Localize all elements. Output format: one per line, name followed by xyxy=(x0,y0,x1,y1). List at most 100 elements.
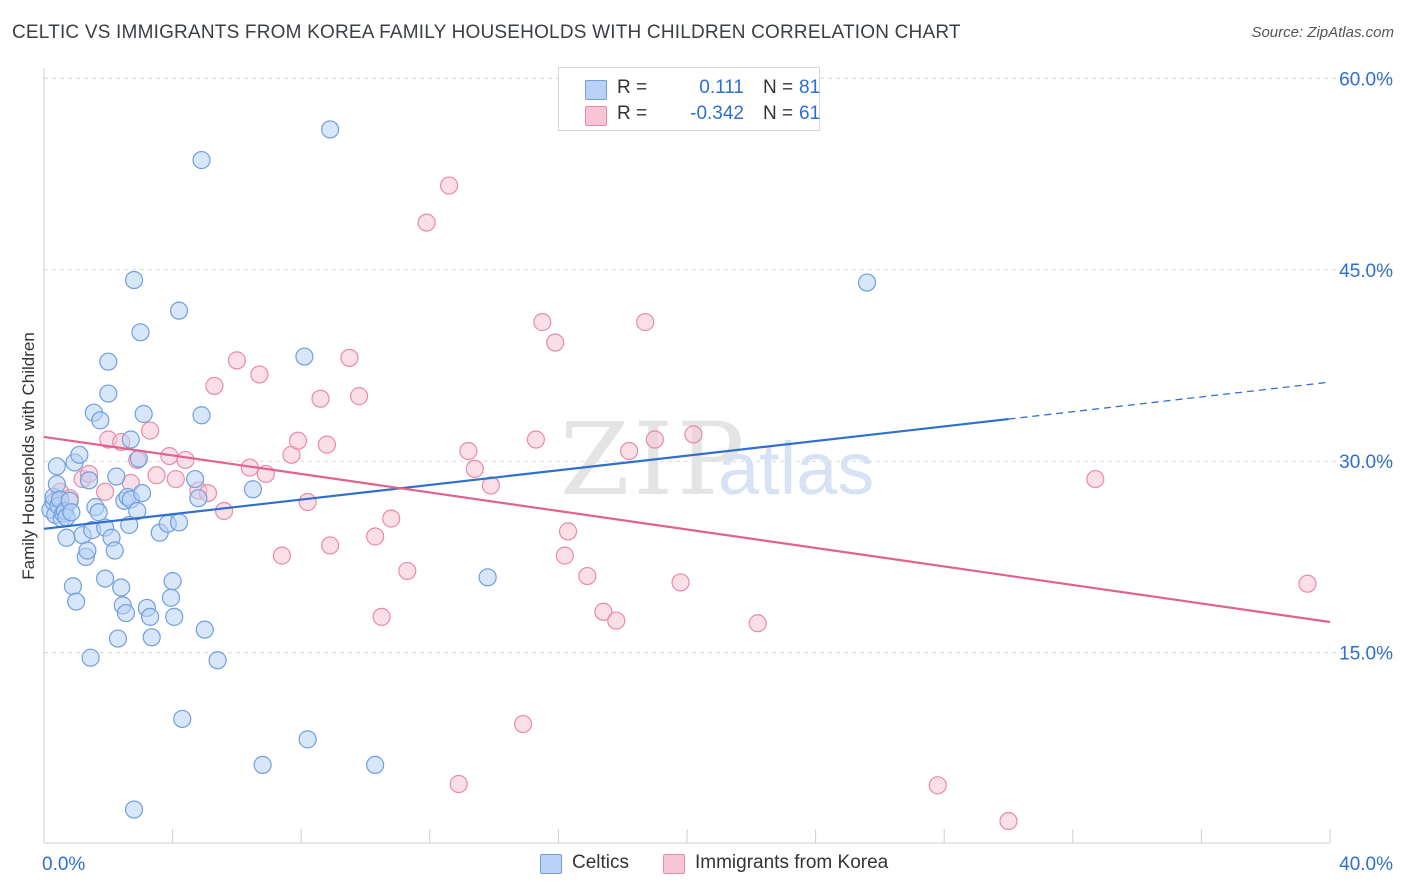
korea-point xyxy=(417,213,436,232)
korea-point xyxy=(272,546,292,565)
celtic-point xyxy=(47,457,66,476)
y-tick-label-45: 45.0% xyxy=(1339,261,1393,282)
korea-point xyxy=(999,811,1018,831)
celtic-point xyxy=(321,120,340,139)
celtic-point xyxy=(186,469,205,489)
korea-point xyxy=(311,389,330,408)
korea-point xyxy=(513,714,533,734)
trend-lines xyxy=(43,381,1331,624)
celtic-swatch xyxy=(585,80,607,100)
korea-point xyxy=(684,425,703,444)
korea-point xyxy=(398,561,417,581)
celtic-point xyxy=(124,270,144,290)
korea-trend-line xyxy=(43,435,1331,624)
korea-point xyxy=(645,430,664,449)
celtic-point xyxy=(112,578,131,597)
celtic-point xyxy=(99,352,118,371)
korea-point xyxy=(465,459,484,478)
n-label: N = xyxy=(763,77,794,98)
celtic-point xyxy=(89,503,108,522)
celtic-point xyxy=(105,541,124,560)
korea-point xyxy=(147,466,166,485)
celtic-point xyxy=(81,648,100,667)
n-label: N = xyxy=(763,103,794,124)
celtic-point xyxy=(857,273,877,292)
celtic-point xyxy=(478,568,497,587)
celtic-point xyxy=(99,384,118,403)
celtic-point xyxy=(165,607,184,626)
korea-point xyxy=(227,351,246,370)
celtic-point xyxy=(192,406,211,425)
korea-point xyxy=(526,430,545,449)
korea-point xyxy=(620,441,639,461)
korea-point xyxy=(382,509,401,528)
y-tick-label-60: 60.0% xyxy=(1339,69,1393,90)
korea-point xyxy=(459,441,478,461)
korea-point xyxy=(366,527,385,546)
gridlines xyxy=(44,77,1393,654)
y-tick-label-30: 30.0% xyxy=(1339,452,1393,473)
korea-point xyxy=(176,450,195,470)
korea-point xyxy=(748,614,767,633)
x-tick-max: 40.0% xyxy=(1339,854,1393,875)
y-tick-labels: 15.0% 30.0% 45.0% 60.0% xyxy=(1339,69,1393,664)
celtic-point xyxy=(62,503,81,522)
celtic-point xyxy=(134,404,153,424)
celtic-point xyxy=(142,628,161,647)
celtic-point xyxy=(47,475,66,494)
korea-point xyxy=(214,501,234,521)
celtic-point xyxy=(366,755,385,774)
celtic-point xyxy=(116,603,136,623)
r-label: R = xyxy=(617,103,648,124)
celtic-point xyxy=(195,620,214,639)
korea-point xyxy=(578,566,597,586)
celtic-point xyxy=(129,449,148,468)
celtic-point xyxy=(161,588,181,607)
celtic-points xyxy=(41,120,877,819)
celtic-trend-line xyxy=(43,417,1009,530)
korea-point xyxy=(349,387,369,406)
korea-point xyxy=(1298,574,1317,593)
celtic-trend-extension xyxy=(1008,381,1331,420)
korea-point xyxy=(95,482,115,501)
korea-point xyxy=(533,313,552,332)
celtics-swatch xyxy=(540,854,562,874)
celtic-point xyxy=(208,651,227,670)
korea-point xyxy=(636,313,655,332)
celtic-point xyxy=(108,629,128,648)
celtic-point xyxy=(120,515,139,535)
celtic-point xyxy=(163,572,182,591)
celtic-point xyxy=(70,445,89,464)
celtic-point xyxy=(124,800,144,819)
r-label: R = xyxy=(617,77,648,98)
celtic-point xyxy=(67,592,86,611)
y-tick-label-15: 15.0% xyxy=(1339,644,1393,665)
celtic-point xyxy=(121,430,140,449)
celtic-point xyxy=(78,541,97,560)
celtic-point xyxy=(189,489,208,508)
korea-point xyxy=(140,421,160,440)
korea-point xyxy=(317,435,337,454)
korea-point xyxy=(607,611,626,630)
axes xyxy=(43,68,1331,844)
korea-point xyxy=(928,776,947,795)
celtic-point xyxy=(107,467,126,486)
chart-title: CELTIC VS IMMIGRANTS FROM KOREA FAMILY H… xyxy=(12,22,961,43)
watermark: ZIP atlas xyxy=(560,401,874,518)
celtic-point xyxy=(91,411,110,430)
korea-swatch xyxy=(663,854,685,874)
celtic-point xyxy=(243,480,263,499)
y-axis-label: Family Households with Children xyxy=(19,332,38,580)
stats-legend: R = 0.111 N = 81 R = -0.342 N = 61 xyxy=(558,67,820,131)
korea-point xyxy=(298,492,317,512)
korea-point xyxy=(546,333,565,352)
x-tick-min: 0.0% xyxy=(42,854,85,875)
celtic-point xyxy=(57,528,76,547)
celtic-point xyxy=(169,513,189,532)
celtic-point xyxy=(131,323,150,342)
korea-point xyxy=(372,607,391,626)
korea-point xyxy=(439,176,459,195)
celtic-r-value: 0.111 xyxy=(699,77,744,98)
celtic-point xyxy=(132,484,152,503)
